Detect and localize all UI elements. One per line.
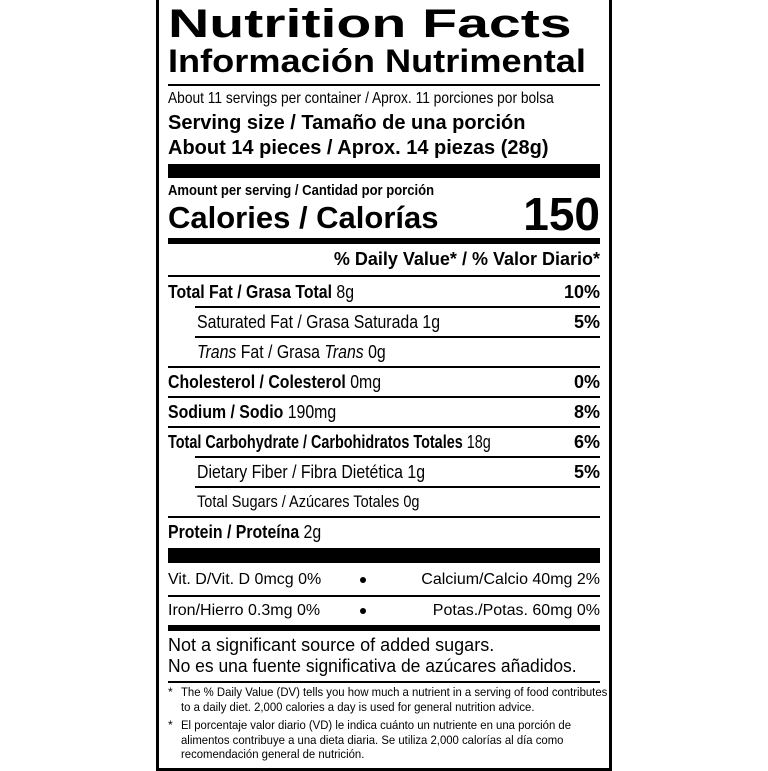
nutrient-name: Total Fat / Grasa Total (168, 282, 333, 302)
nutrient-dv: 5% (573, 312, 600, 332)
nutrient-name: Sodium / Sodio (168, 402, 284, 422)
nutrient-amount: 18g (466, 432, 491, 452)
note: No es una fuente significativa de azúcar… (168, 656, 577, 676)
rule (195, 336, 600, 338)
note: Not a significant source of added sugars… (168, 635, 495, 655)
nutrient-row: Dietary Fiber / Fibra Dietética 1g 5% (168, 457, 600, 487)
bullet (360, 577, 366, 583)
nutrient-row: Total Carbohydrate / Carbohidratos Total… (168, 427, 600, 457)
calories-label: Calories / Calorías (168, 200, 439, 235)
serving-size-value: About 14 pieces / Aprox. 14 piezas (28g) (168, 137, 549, 159)
footnote-text: The % Daily Value (DV) tells you how muc… (181, 685, 608, 714)
nutrient-amount: 0mg (350, 372, 382, 392)
nutrient-row: Sodium / Sodio 190mg 8% (168, 397, 600, 427)
nutrient-amount: 0g (403, 493, 420, 511)
footnote-text: El porcentaje valor diario (VD) le indic… (181, 718, 572, 761)
nutrient-name: Trans (324, 342, 364, 362)
nutrient-row: Total Sugars / Azúcares Totales 0g (168, 487, 600, 517)
nutrient-name: Total Sugars / Azúcares Totales (197, 493, 400, 511)
nutrient-amount: 8g (336, 282, 355, 302)
nutrient-dv: 8% (573, 402, 600, 422)
rule (195, 456, 600, 458)
nutrient-name: Dietary Fiber / Fibra Dietética (197, 462, 403, 482)
servings: About 11 servings per container / Aprox.… (168, 90, 554, 107)
dv-header: % Daily Value* / % Valor Diario* (333, 249, 600, 269)
rule (168, 84, 600, 86)
bullet (360, 608, 366, 614)
nutrient-amount: 2g (303, 522, 322, 542)
nutrient-row: Saturated Fat / Grasa Saturada 1g 5% (168, 307, 600, 337)
thick-rule (168, 164, 600, 178)
nutrient-dv: 10% (563, 282, 600, 302)
rule (168, 275, 600, 277)
rule (195, 306, 600, 308)
footnote-marker: * (168, 685, 173, 699)
vitamin: Potas./Potas. 60mg 0% (432, 602, 600, 619)
vitamin: Iron/Hierro 0.3mg 0% (168, 602, 321, 619)
rule (195, 486, 600, 488)
nutrient-amount: 1g (407, 462, 426, 482)
nutrient-amount: 1g (422, 312, 441, 332)
nutrient-name: Trans (197, 342, 237, 362)
vitamin: Vit. D/Vit. D 0mcg 0% (168, 571, 322, 588)
nutrient-name: Protein / Proteína (168, 522, 300, 542)
calories-value: 150 (523, 188, 600, 240)
footnote-marker: * (168, 718, 173, 732)
nutrient-row: Cholesterol / Colesterol 0mg 0% (168, 367, 600, 397)
nutrient-dv: 6% (573, 432, 600, 452)
nutrient-name: Fat / Grasa (240, 342, 320, 362)
medium-rule (168, 625, 600, 631)
nutrient-dv: 0% (573, 372, 600, 392)
rule (168, 681, 600, 683)
rule (168, 516, 600, 518)
footnote: * The % Daily Value (DV) tells you how mu… (168, 685, 607, 714)
nutrient-row: Protein / Proteína 2g (168, 517, 600, 547)
rule (168, 595, 600, 597)
nutrient-amount: 190mg (287, 402, 337, 422)
vitamin: Calcium/Calcio 40mg 2% (421, 571, 600, 588)
rule (168, 426, 600, 428)
nutrient-name: Cholesterol / Colesterol (168, 372, 346, 392)
rule (168, 366, 600, 368)
title: Nutrition Facts (168, 2, 572, 46)
nutrient-dv: 5% (573, 462, 600, 482)
subtitle: Información Nutrimental (168, 43, 586, 79)
thick-rule (168, 548, 600, 563)
rule (168, 396, 600, 398)
nutrient-name: Saturated Fat / Grasa Saturada (197, 312, 419, 332)
medium-rule (168, 238, 600, 244)
nutrient-row: Trans Fat / Grasa Trans 0g (168, 337, 600, 367)
footnote: * El porcentaje valor diario (VD) le indi… (168, 718, 600, 762)
nutrient-row: Total Fat / Grasa Total 8g 10% (168, 277, 600, 307)
serving-size-label: Serving size / Tamaño de una porción (168, 112, 526, 134)
nutrient-amount: 0g (368, 342, 386, 362)
nutrient-name: Total Carbohydrate / Carbohidratos Total… (168, 432, 463, 452)
amount-per-serving: Amount per serving / Cantidad por porció… (168, 183, 435, 199)
